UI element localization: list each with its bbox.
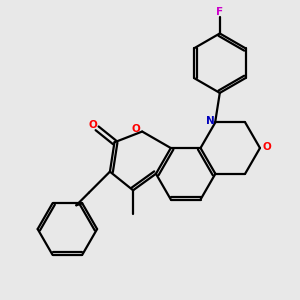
Text: F: F [216, 7, 224, 17]
Text: O: O [88, 120, 97, 130]
Text: O: O [262, 142, 271, 152]
Text: O: O [131, 124, 140, 134]
Text: N: N [206, 116, 214, 126]
